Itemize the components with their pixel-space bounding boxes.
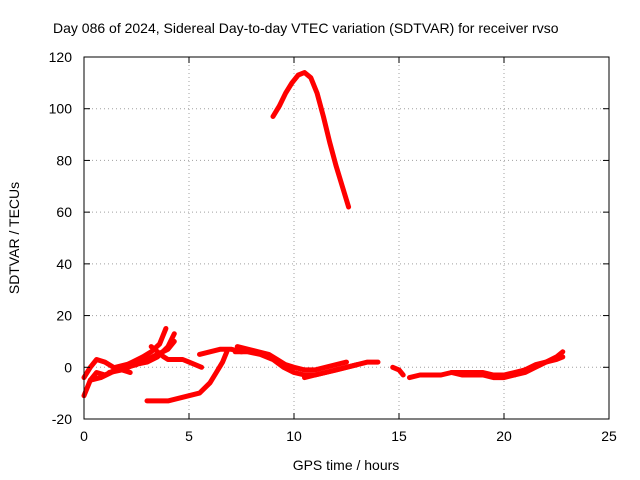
y-tick-label: 80 (56, 152, 72, 168)
series-line-arc-6 (148, 344, 205, 370)
chart-title: Day 086 of 2024, Sidereal Day-to-day VTE… (53, 20, 559, 36)
x-tick-label: 5 (185, 428, 193, 444)
x-tick-label: 0 (80, 428, 88, 444)
series-line-arc-10 (234, 344, 349, 373)
y-tick-label: 40 (56, 256, 72, 272)
series-line-arc-12 (270, 70, 352, 210)
x-tick-label: 15 (391, 428, 407, 444)
series-line-arc-5 (113, 338, 177, 370)
series-line-arc-13 (390, 364, 406, 378)
y-tick-label: 100 (49, 101, 73, 117)
y-tick-label: 0 (64, 359, 72, 375)
series-layer (81, 70, 566, 404)
y-tick-label: 120 (49, 49, 73, 65)
series-line-arc-11 (302, 359, 381, 381)
x-tick-label: 10 (286, 428, 302, 444)
tick-layer: 0 5 10 15 20 25 -20 0 20 40 60 80 100 120 (49, 49, 617, 444)
grid-layer (84, 57, 609, 419)
x-tick-label: 20 (496, 428, 512, 444)
y-tick-label: 20 (56, 308, 72, 324)
y-tick-label: -20 (52, 411, 72, 427)
series-line-arc-16 (512, 354, 566, 378)
x-tick-label: 25 (601, 428, 617, 444)
plot-frame (83, 56, 610, 420)
y-axis-label: SDTVAR / TECUs (6, 182, 22, 294)
series-line-arc-7 (144, 349, 230, 404)
x-axis-label: GPS time / hours (293, 457, 400, 473)
y-tick-label: 60 (56, 204, 72, 220)
